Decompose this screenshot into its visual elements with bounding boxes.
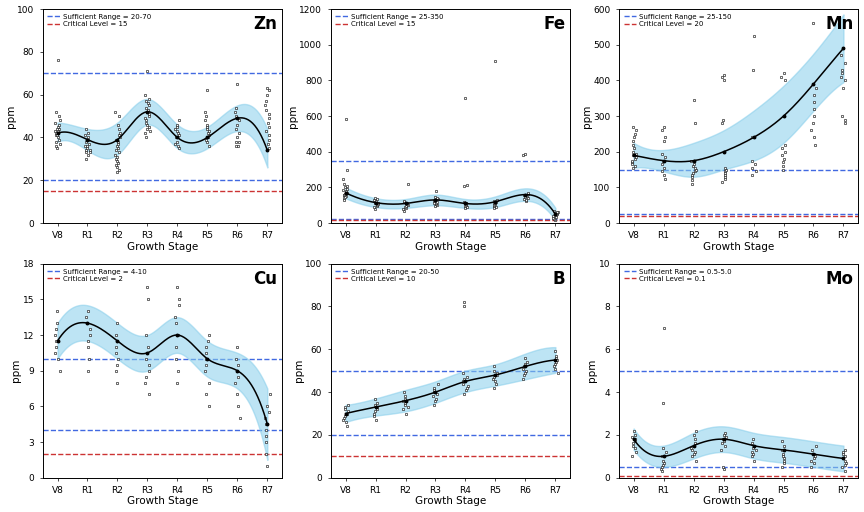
Legend: Sufficient Range = 25-350, Critical Level = 15: Sufficient Range = 25-350, Critical Leve… [334, 12, 445, 29]
X-axis label: Growth Stage: Growth Stage [703, 242, 774, 252]
Y-axis label: ppm: ppm [11, 359, 22, 382]
Legend: Sufficient Range = 25-150, Critical Level = 20: Sufficient Range = 25-150, Critical Leve… [622, 12, 733, 29]
Text: B: B [553, 270, 566, 288]
Y-axis label: ppm: ppm [294, 359, 303, 382]
Y-axis label: ppm: ppm [288, 104, 298, 128]
X-axis label: Growth Stage: Growth Stage [127, 242, 198, 252]
Text: Zn: Zn [254, 15, 277, 33]
Y-axis label: ppm: ppm [5, 104, 16, 128]
X-axis label: Growth Stage: Growth Stage [127, 497, 198, 506]
Legend: Sufficient Range = 20-50, Critical Level = 10: Sufficient Range = 20-50, Critical Level… [334, 267, 441, 283]
Text: Mn: Mn [825, 15, 854, 33]
X-axis label: Growth Stage: Growth Stage [415, 242, 486, 252]
Legend: Sufficient Range = 4-10, Critical Level = 2: Sufficient Range = 4-10, Critical Level … [46, 267, 148, 283]
X-axis label: Growth Stage: Growth Stage [415, 497, 486, 506]
Y-axis label: ppm: ppm [588, 359, 597, 382]
X-axis label: Growth Stage: Growth Stage [703, 497, 774, 506]
Y-axis label: ppm: ppm [581, 104, 592, 128]
Text: Fe: Fe [543, 15, 566, 33]
Text: Cu: Cu [253, 270, 277, 288]
Legend: Sufficient Range = 20-70, Critical Level = 15: Sufficient Range = 20-70, Critical Level… [46, 12, 152, 29]
Legend: Sufficient Range = 0.5-5.0, Critical Level = 0.1: Sufficient Range = 0.5-5.0, Critical Lev… [622, 267, 733, 283]
Text: Mo: Mo [826, 270, 854, 288]
